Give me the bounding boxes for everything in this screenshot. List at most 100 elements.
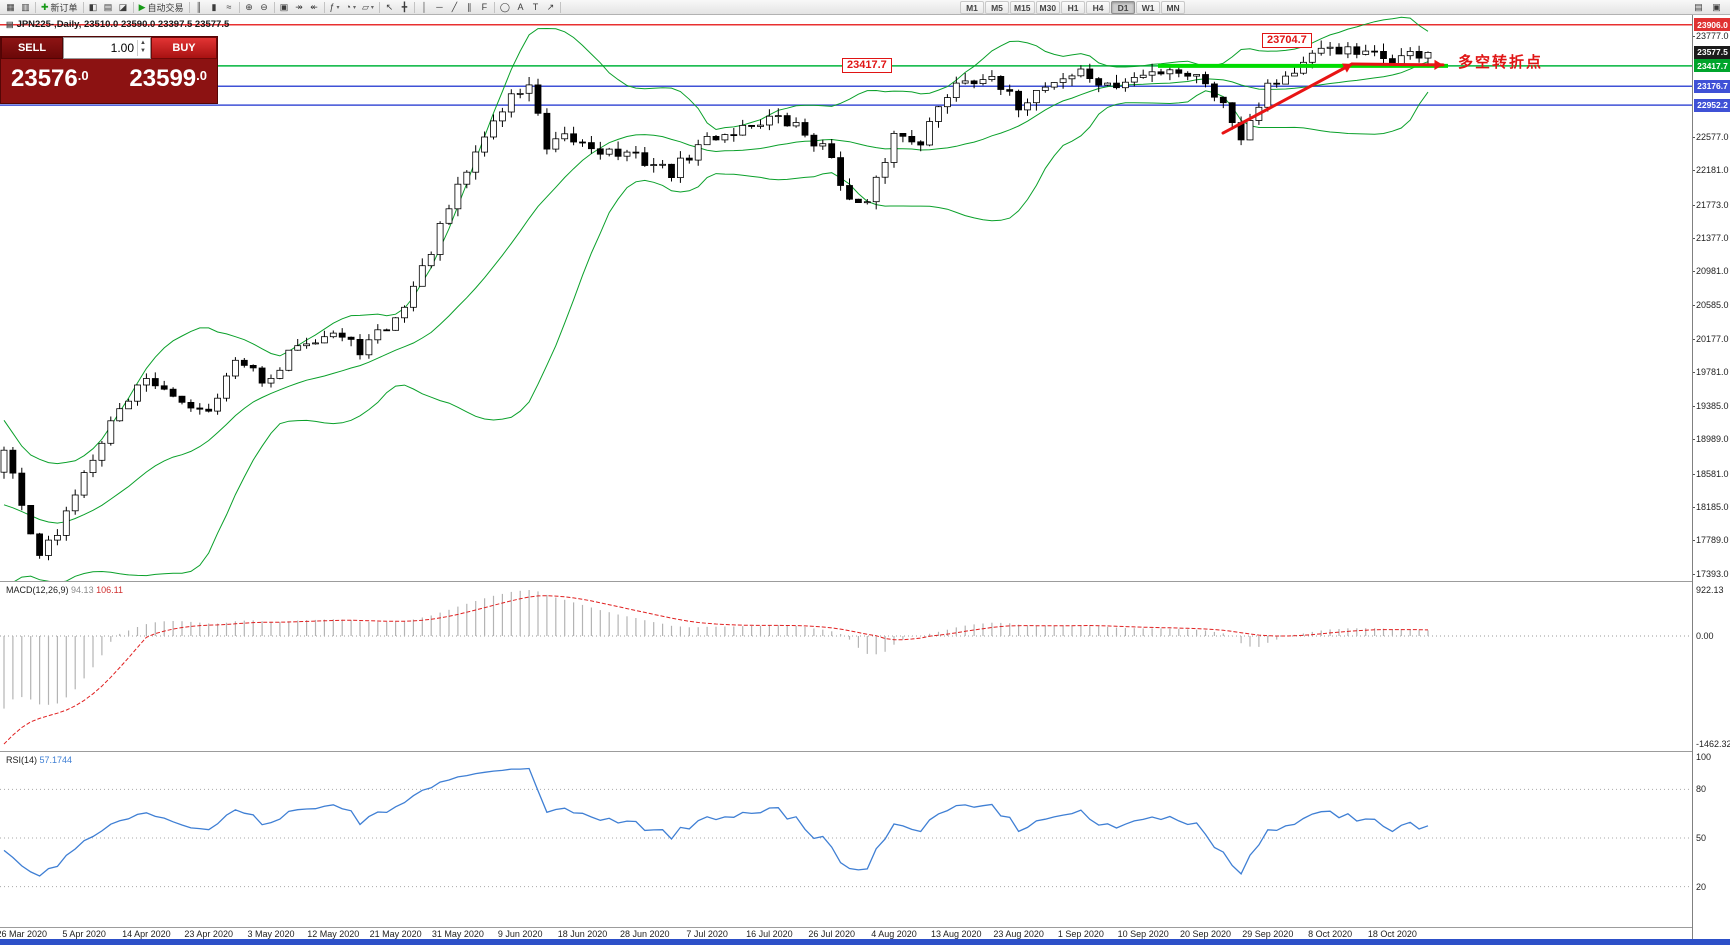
price-tick-label: 21773.0: [1696, 199, 1729, 210]
chevron-down-icon[interactable]: ▾: [336, 4, 340, 11]
volume-down-icon[interactable]: ▼: [140, 48, 146, 54]
timeframe-m30[interactable]: M30: [1035, 1, 1061, 14]
toolbar-divider: [82, 1, 84, 13]
macd-axis-label: -1462.32: [1696, 739, 1730, 749]
price-tick-mark: [1693, 405, 1695, 407]
rsi-axis-label: 100: [1696, 752, 1712, 762]
chart-profiles-icon: ▥: [21, 1, 30, 12]
price-marker-23417.7: 23417.7: [1694, 59, 1730, 73]
toolbar-divider: [560, 1, 561, 13]
rsi-level-lines: [0, 788, 1692, 888]
turning-point-label[interactable]: 多空转折点: [1458, 54, 1544, 71]
timeframe-m5[interactable]: M5: [985, 1, 1009, 14]
autotrading-button: ▶: [138, 1, 146, 12]
window-layout-icon: ▣: [1712, 2, 1721, 12]
new-order-button[interactable]: ✚ 新订单: [38, 1, 81, 14]
timeframe-w1[interactable]: W1: [1136, 1, 1161, 14]
time-axis-label: 26 Jul 2020: [808, 929, 855, 939]
tile-windows-icon[interactable]: ▣: [277, 1, 292, 14]
price-tick-mark: [1693, 473, 1695, 475]
chart-profiles-icon[interactable]: ▥: [18, 1, 33, 14]
volume-stepper[interactable]: 1.00 ▲ ▼: [63, 37, 151, 59]
sell-price[interactable]: 23576.0: [11, 65, 89, 92]
rsi-panel[interactable]: [0, 752, 1692, 927]
vertical-line-icon[interactable]: │: [417, 1, 432, 14]
price-tick-label: 18581.0: [1696, 468, 1729, 479]
text-label-icon[interactable]: T: [528, 1, 543, 14]
chart-shift-icon[interactable]: ↞: [307, 1, 322, 14]
chart-title: ▤ JPN225-,Daily, 23510.0 23590.0 23397.5…: [6, 19, 229, 30]
timeframe-mn[interactable]: MN: [1161, 1, 1186, 14]
price-tick-mark: [1693, 170, 1695, 172]
terminal-icon[interactable]: ▤: [101, 1, 116, 14]
auto-scroll-icon[interactable]: ↠: [292, 1, 307, 14]
trade-panel-prices: 23576.0 23599.0: [1, 59, 217, 103]
price-tick-mark: [1693, 35, 1695, 37]
timeframe-h1[interactable]: H1: [1061, 1, 1086, 14]
toolbar-right-group: ▤ ▣: [1691, 1, 1724, 14]
price-marker-23577.5: 23577.5: [1694, 45, 1730, 59]
trendline-icon: ╱: [451, 1, 458, 12]
time-axis-label: 9 Jun 2020: [497, 929, 543, 939]
bollinger-lower-line: [14, 90, 1429, 581]
panel-splitter[interactable]: [0, 581, 1730, 582]
time-axis-label: 31 May 2020: [431, 929, 484, 939]
macd-signal-value: 106.11: [96, 585, 123, 595]
chart-window-icon[interactable]: ▦: [3, 1, 18, 14]
crosshair-icon[interactable]: ╋: [397, 1, 412, 14]
strategy-tester-icon[interactable]: ◪: [116, 1, 131, 14]
arrows-icon[interactable]: ↗: [543, 1, 558, 14]
timeframe-h4[interactable]: H4: [1086, 1, 1111, 14]
main-chart[interactable]: [0, 15, 1692, 581]
price-axis[interactable]: 23777.0 22577.0 22181.0 21773.0 21377.0 20981…: [1692, 15, 1730, 939]
channel-icon[interactable]: ∥: [462, 1, 477, 14]
window-layout-icon[interactable]: ▣: [1709, 1, 1724, 14]
fibonacci-icon[interactable]: F: [477, 1, 492, 14]
taskbar-edge: [0, 939, 1730, 945]
chevron-down-icon[interactable]: ▾: [352, 4, 356, 11]
volume-value[interactable]: 1.00: [110, 41, 134, 55]
line-chart-icon[interactable]: ≈: [222, 1, 237, 14]
trend-arrow[interactable]: [1221, 59, 1445, 135]
templates-icon: ▱: [361, 1, 369, 12]
shapes-icon[interactable]: ◯: [497, 1, 513, 14]
horizontal-line-icon[interactable]: ─: [432, 1, 447, 14]
macd-name: MACD(12,26,9): [6, 585, 69, 595]
chart-list-icon[interactable]: ▤: [1691, 1, 1706, 14]
candles-chart-icon[interactable]: ▮: [207, 1, 222, 14]
price-annotation-left[interactable]: 23417.7: [842, 58, 892, 73]
rsi-axis-label: 50: [1696, 833, 1707, 843]
navigator-icon[interactable]: ◧: [86, 1, 101, 14]
price-tick-label: 20177.0: [1696, 334, 1729, 345]
strategy-tester-icon: ◪: [118, 1, 128, 12]
time-axis[interactable]: 26 Mar 2020 5 Apr 2020 14 Apr 2020 23 Apr 2…: [0, 928, 1730, 939]
price-annotation-right[interactable]: 23704.7: [1262, 33, 1312, 48]
buy-price[interactable]: 23599.0: [129, 65, 207, 92]
bars-chart-icon[interactable]: ║: [192, 1, 207, 14]
price-tick-label: 20981.0: [1696, 266, 1729, 277]
macd-main-value: 94.13: [71, 585, 94, 595]
timeframe-m15[interactable]: M15: [1010, 1, 1035, 14]
sell-button[interactable]: SELL: [1, 37, 63, 59]
templates-icon[interactable]: ▱ ▾: [359, 1, 377, 14]
timeframe-m1[interactable]: M1: [960, 1, 984, 14]
price-tick-label: 21377.0: [1696, 232, 1729, 243]
zoom-out-icon[interactable]: ⊖: [257, 1, 272, 14]
cursor-icon[interactable]: ↖: [382, 1, 397, 14]
buy-button[interactable]: BUY: [151, 37, 217, 59]
autotrading-button[interactable]: ▶ 自动交易: [136, 1, 187, 14]
text-icon[interactable]: A: [513, 1, 528, 14]
rsi-axis-label: 80: [1696, 784, 1707, 795]
periods-icon[interactable]: ◔ ▾: [343, 1, 359, 14]
zoom-in-icon[interactable]: ⊕: [242, 1, 257, 14]
price-tick-mark: [1693, 271, 1695, 273]
panel-splitter[interactable]: [0, 751, 1730, 752]
macd-panel[interactable]: [0, 582, 1692, 751]
indicators-icon[interactable]: ƒ ▾: [327, 1, 343, 14]
trendline-icon[interactable]: ╱: [447, 1, 462, 14]
volume-up-icon[interactable]: ▲: [140, 40, 146, 46]
chevron-down-icon[interactable]: ▾: [370, 4, 374, 11]
trade-panel-controls: SELL 1.00 ▲ ▼ BUY: [1, 37, 217, 59]
one-click-trading-panel: SELL 1.00 ▲ ▼ BUY 23576.0 23599.0: [0, 36, 218, 104]
timeframe-d1[interactable]: D1: [1111, 1, 1136, 14]
